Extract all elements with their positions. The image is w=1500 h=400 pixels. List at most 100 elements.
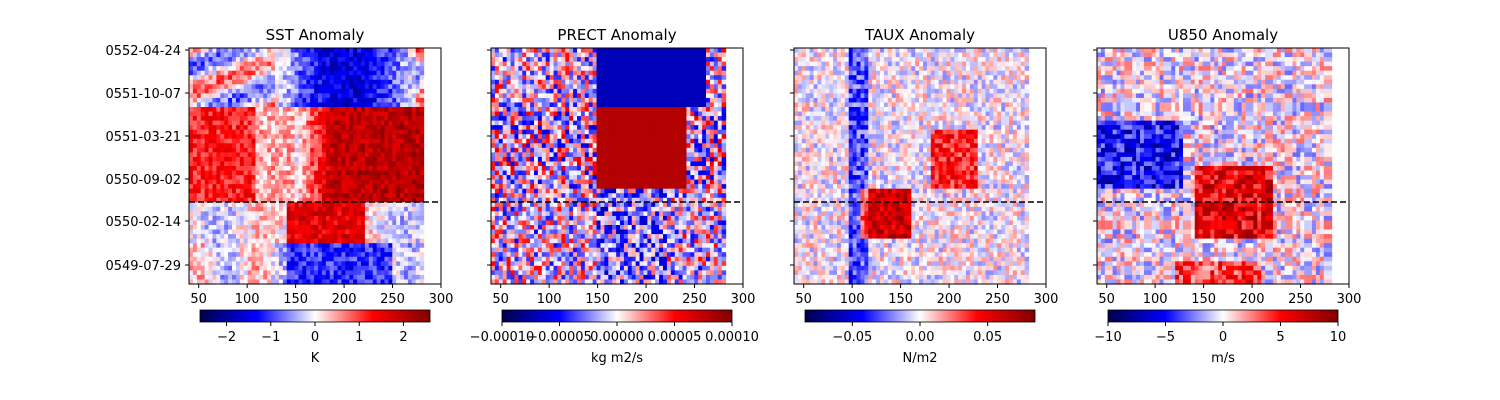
heatmap-cell [498,184,504,190]
heatmap-cell [200,188,206,194]
heatmap-cell [388,261,393,267]
heatmap-cell [573,97,578,104]
heatmap-cell [196,161,202,167]
heatmap-cell [208,75,214,81]
heatmap-cell [584,57,590,63]
heatmap-cell [663,152,668,158]
heatmap-cell [518,161,523,167]
heatmap-cell [200,129,206,135]
heatmap-cell [192,138,198,144]
heatmap-cell [192,261,198,267]
heatmap-cell [526,88,531,94]
heatmap-cell [670,143,676,149]
heatmap-cell [659,129,664,135]
heatmap-cell [192,57,198,63]
heatmap-cell [235,66,241,72]
heatmap-cell [388,120,393,126]
heatmap-cell [620,143,625,149]
heatmap-cell [321,270,327,276]
heatmap-cell [573,138,578,144]
heatmap-cell [678,107,684,113]
heatmap-cell [713,57,719,63]
heatmap-cell [294,184,300,190]
heatmap-cell [298,193,303,199]
heatmap-cell [659,175,664,181]
heatmap-cell [337,138,343,144]
heatmap-cell [232,270,237,276]
heatmap-cell [196,134,202,140]
heatmap-cell [302,102,307,108]
heatmap-cell [333,48,339,54]
heatmap-cell [333,120,339,126]
heatmap-cell [635,93,641,99]
heatmap-cell [302,70,307,76]
heatmap-cell [290,229,296,235]
heatmap-cell [247,57,253,63]
heatmap-cell [192,211,198,217]
heatmap-cell [357,52,362,58]
heatmap-cell [631,66,637,72]
heatmap-cell [310,202,315,208]
heatmap-cell [318,206,323,212]
heatmap-cell [306,220,311,226]
heatmap-cell [663,125,668,131]
heatmap-cell [294,61,300,67]
heatmap-cell [376,147,382,153]
heatmap-cell [537,175,543,181]
heatmap-cell [526,161,531,167]
heatmap-cell [545,179,551,185]
heatmap-cell [553,102,559,108]
heatmap-cell [341,97,346,104]
heatmap-cell [545,107,551,113]
heatmap-cell [537,102,543,108]
heatmap-cell [341,79,346,85]
heatmap-cell [380,193,386,199]
heatmap-cell [522,152,527,158]
heatmap-cell [627,152,633,158]
heatmap-cell [267,211,272,217]
heatmap-cell [224,156,229,163]
heatmap-cell [251,48,257,54]
heatmap-cell [224,225,229,231]
heatmap-cell [396,70,401,76]
heatmap-cell [357,220,362,226]
heatmap-cell [510,166,516,172]
heatmap-cell [670,48,676,54]
heatmap-cell [577,152,582,158]
heatmap-cell [616,97,621,104]
heatmap-cell [569,175,574,181]
heatmap-cell [553,179,559,185]
heatmap-cell [302,147,307,153]
heatmap-cell [345,161,350,167]
heatmap-cell [318,143,323,149]
heatmap-cell [368,84,374,90]
heatmap-cell [376,206,382,212]
heatmap-cell [592,184,598,190]
heatmap-cell [282,252,288,258]
heatmap-cell [275,193,280,199]
heatmap-cell [682,111,688,117]
heatmap-cell [498,107,504,113]
heatmap-cell [706,143,711,149]
heatmap-cell [510,134,516,140]
heatmap-cell [612,116,617,122]
heatmap-cell [396,161,401,167]
heatmap-cell [537,143,543,149]
heatmap-cell [415,125,421,131]
heatmap-cell [498,70,504,76]
heatmap-cell [329,225,335,231]
heatmap-cell [267,52,272,58]
heatmap-cell [321,234,327,240]
heatmap-cell [404,102,409,108]
heatmap-cell [674,143,680,149]
heatmap-cell [329,116,335,122]
heatmap-cell [341,175,346,181]
heatmap-cell [321,184,327,190]
heatmap-cell [200,107,206,113]
heatmap-cell [698,57,703,63]
heatmap-cell [545,88,551,94]
heatmap-cell [514,84,519,90]
heatmap-cell [620,102,625,108]
heatmap-cell [192,184,198,190]
heatmap-cell [278,184,284,190]
